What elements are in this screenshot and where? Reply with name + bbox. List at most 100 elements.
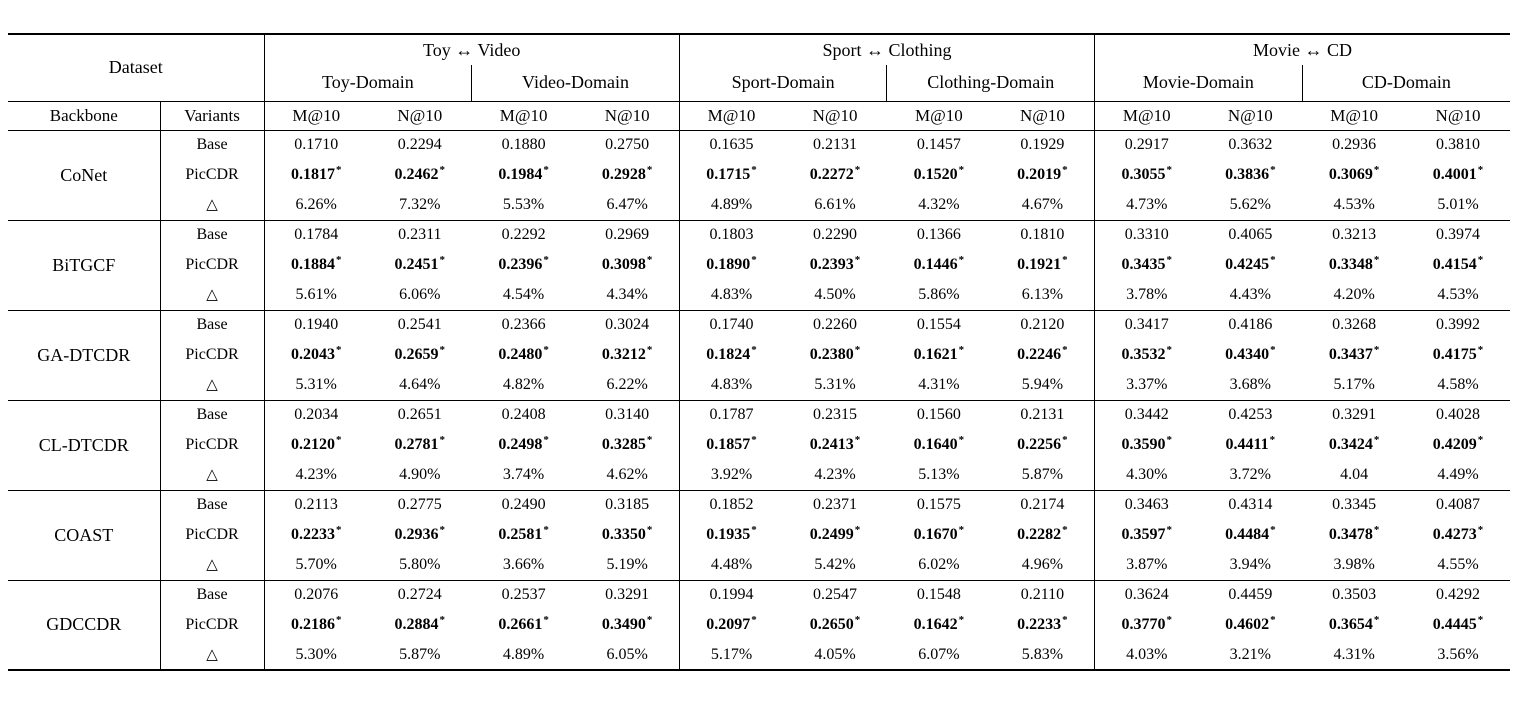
- metric-value: 0.3435*: [1094, 250, 1199, 280]
- metric-value: 0.2413*: [809, 433, 861, 453]
- metric-value: 6.47%: [606, 195, 648, 213]
- table-body: CoNet Base 0.1710 0.2294 0.1880 0.2750 0.1635 0…: [8, 129, 1510, 670]
- metric-value: 0.3098*: [601, 253, 653, 273]
- domain-header-movie: Movie-Domain: [1094, 65, 1303, 102]
- metric-value: 0.2724: [367, 579, 472, 610]
- metric-value: 0.3350*: [601, 523, 653, 543]
- metric-value: 0.4209*: [1432, 433, 1484, 453]
- metric-value: 0.4292: [1406, 579, 1510, 610]
- metric-value: 0.2499*: [809, 523, 861, 543]
- metric-value: 0.2396*: [498, 253, 549, 273]
- metric-value: 0.3212*: [601, 343, 653, 363]
- metric-value: 0.1554: [886, 309, 991, 340]
- metric-value: 7.32%: [399, 195, 441, 213]
- metric-value: 0.3770*: [1094, 610, 1199, 640]
- metric-value: 4.20%: [1333, 285, 1375, 303]
- metric-value: 6.61%: [814, 195, 856, 213]
- significance-star: *: [854, 163, 861, 176]
- variant-label: △: [160, 550, 265, 580]
- metric-value: 3.92%: [678, 460, 784, 490]
- metric-value: 4.67%: [1021, 195, 1064, 213]
- significance-star: *: [646, 163, 653, 176]
- metric-value: 0.3624: [1094, 579, 1199, 610]
- metric-value: 5.94%: [1021, 375, 1064, 393]
- significance-star: *: [1166, 253, 1173, 266]
- metric-value: 0.1824*: [678, 340, 784, 370]
- backbone-name: COAST: [8, 489, 161, 580]
- metric-value: 0.2650*: [809, 613, 861, 633]
- metric-value: 0.3345: [1302, 489, 1407, 520]
- metric-value: 0.3140: [575, 399, 680, 430]
- metric-value: 0.2282*: [1017, 523, 1068, 543]
- metric-value: 6.22%: [606, 375, 648, 393]
- significance-star: *: [1373, 343, 1380, 356]
- metric-value: 4.89%: [502, 645, 545, 663]
- significance-star: *: [751, 343, 757, 356]
- metric-value: 4.03%: [1094, 640, 1199, 670]
- metric-value: 0.1784: [263, 219, 368, 250]
- metric-value: 3.87%: [1094, 550, 1199, 580]
- domain-header-clothing: Clothing-Domain: [886, 65, 1095, 102]
- metric-value: 4.04: [1340, 465, 1369, 483]
- metric-header-row: Backbone Variants M@10 N@10 M@10 N@10 M@…: [8, 101, 1510, 131]
- domain-header-video: Video-Domain: [471, 65, 680, 102]
- metric-value: 5.53%: [502, 195, 545, 213]
- backbone-name: GDCCDR: [8, 579, 161, 670]
- metric-value: 4.62%: [606, 465, 648, 483]
- domain-header-toy: Toy-Domain: [263, 65, 472, 102]
- metric-value: 0.3974: [1406, 219, 1510, 250]
- variant-label: △: [160, 370, 265, 400]
- metric-value: 0.2315: [783, 399, 887, 430]
- significance-star: *: [958, 613, 965, 626]
- metric-value: 4.31%: [918, 375, 960, 393]
- metric-value: 0.2936: [1302, 129, 1407, 160]
- significance-star: *: [1477, 433, 1484, 446]
- metric-header-n10: N@10: [1406, 101, 1510, 131]
- table-row: PicCDR 0.2120* 0.2781* 0.2498* 0.3285* 0.1857…: [8, 430, 1510, 460]
- significance-star: *: [958, 343, 965, 356]
- metric-header-n10: N@10: [783, 101, 887, 131]
- significance-star: *: [958, 253, 965, 266]
- metric-value: 0.2043*: [263, 340, 368, 370]
- metric-value: 3.98%: [1333, 555, 1375, 573]
- group-header-row: Dataset Toy ↔ Video Sport ↔ Clothing Mov…: [8, 34, 1510, 102]
- metric-value: 0.2019*: [1017, 163, 1068, 183]
- metric-header-m10: M@10: [678, 101, 784, 131]
- metric-value: 0.2174: [990, 489, 1095, 520]
- metric-value: 0.2462*: [394, 163, 446, 183]
- metric-value: 0.3055*: [1094, 160, 1199, 190]
- metric-value: 3.68%: [1229, 375, 1271, 393]
- metric-value: 0.3490*: [601, 613, 653, 633]
- metric-header-n10: N@10: [990, 101, 1095, 131]
- metric-header-n10: N@10: [575, 101, 680, 131]
- metric-value: 0.3437*: [1328, 343, 1380, 363]
- metric-value: 4.34%: [606, 285, 648, 303]
- metric-value: 5.87%: [399, 645, 441, 663]
- metric-value: 4.96%: [1021, 555, 1064, 573]
- metric-value: 4.23%: [263, 460, 368, 490]
- metric-value: 0.4154*: [1432, 253, 1484, 273]
- metric-header-m10: M@10: [471, 101, 576, 131]
- metric-value: 6.07%: [918, 645, 960, 663]
- significance-star: *: [751, 433, 757, 446]
- metric-value: 3.72%: [1229, 465, 1271, 483]
- metric-value: 4.31%: [1333, 645, 1375, 663]
- metric-value: 0.2246*: [1017, 343, 1068, 363]
- significance-star: *: [1477, 613, 1484, 626]
- metric-value: 5.83%: [1021, 645, 1064, 663]
- metric-value: 0.2393*: [809, 253, 861, 273]
- metric-value: 0.2490: [471, 489, 576, 520]
- significance-star: *: [1166, 343, 1173, 356]
- metric-value: 0.1670*: [913, 523, 965, 543]
- metric-value: 0.4245*: [1225, 253, 1276, 273]
- significance-star: *: [335, 253, 342, 266]
- significance-star: *: [1062, 163, 1068, 176]
- significance-star: *: [751, 163, 757, 176]
- metric-value: 0.2537: [471, 579, 576, 610]
- metric-value: 0.3654*: [1328, 613, 1380, 633]
- metric-value: 4.53%: [1333, 195, 1375, 213]
- metric-value: 4.64%: [399, 375, 441, 393]
- metric-value: 5.61%: [263, 280, 368, 310]
- metric-value: 0.4001*: [1432, 163, 1484, 183]
- metric-value: 0.4411*: [1225, 433, 1276, 453]
